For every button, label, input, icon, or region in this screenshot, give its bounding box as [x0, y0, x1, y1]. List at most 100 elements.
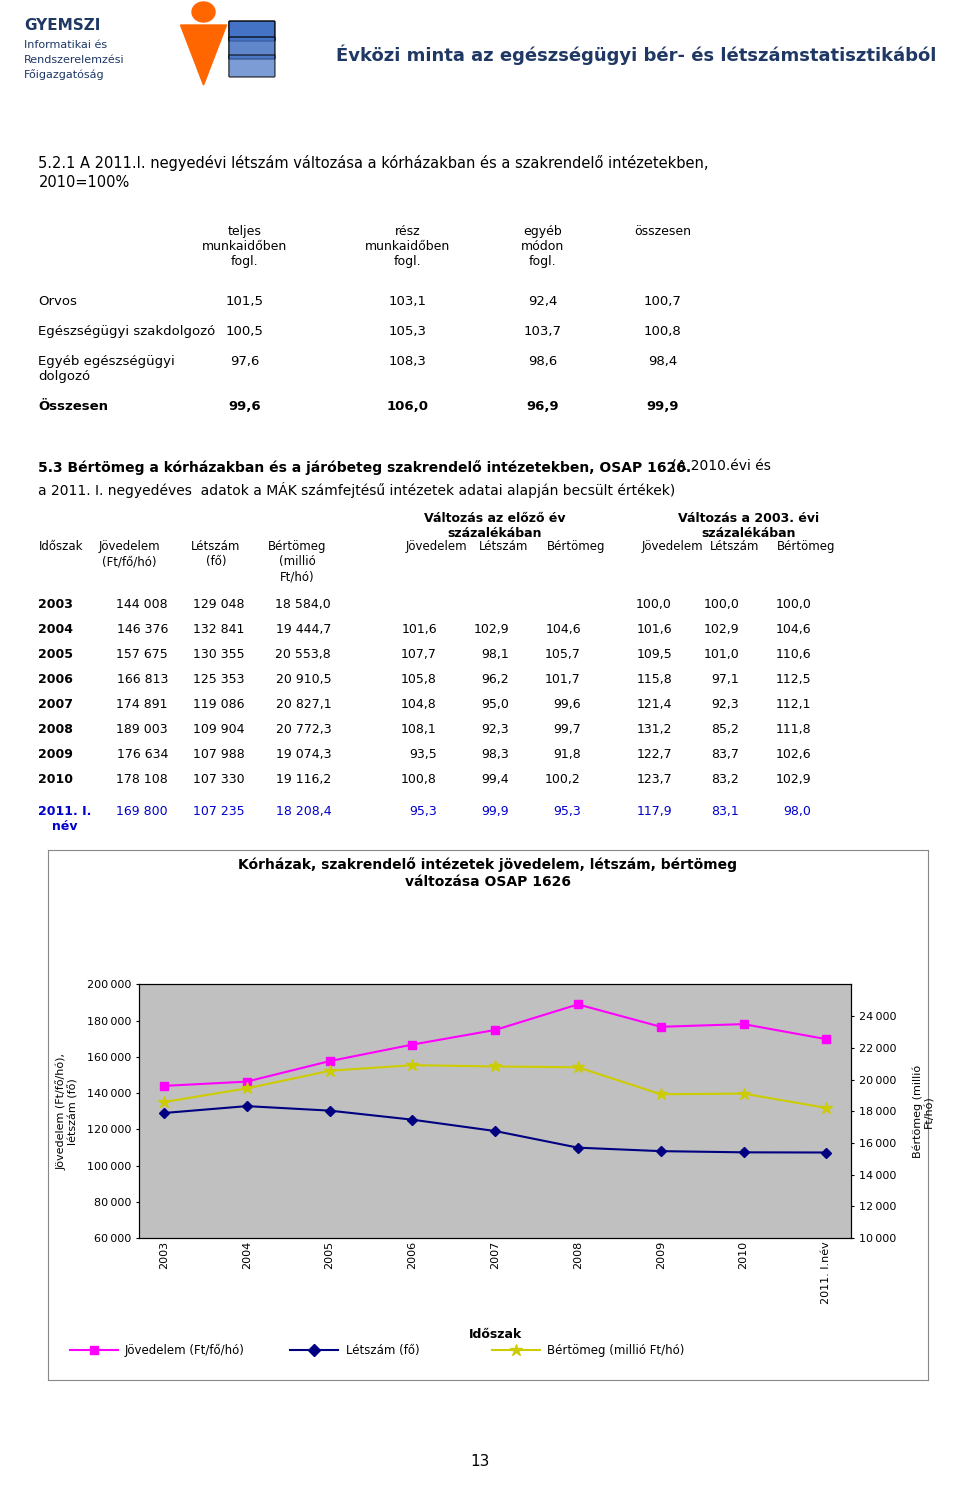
Text: 99,7: 99,7	[553, 723, 581, 737]
Text: 100,8: 100,8	[643, 326, 682, 338]
Text: 100,2: 100,2	[545, 772, 581, 786]
Text: 101,5: 101,5	[226, 294, 264, 308]
Text: Bértömeg (millió Ft/hó): Bértömeg (millió Ft/hó)	[547, 1343, 684, 1357]
Text: Kórházak, szakrendelő intézetek jövedelem, létszám, bértömeg
változása OSAP 1626: Kórházak, szakrendelő intézetek jövedele…	[238, 858, 737, 889]
Text: 178 108: 178 108	[116, 772, 168, 786]
Text: Jövedelem: Jövedelem	[406, 539, 468, 553]
Text: 100,0: 100,0	[704, 598, 739, 611]
Text: 96,9: 96,9	[526, 400, 559, 412]
Text: 96,2: 96,2	[481, 672, 509, 686]
Text: 146 376: 146 376	[116, 623, 168, 636]
Text: 97,1: 97,1	[711, 672, 739, 686]
Text: 102,9: 102,9	[776, 772, 811, 786]
Text: 2005: 2005	[38, 648, 73, 660]
Text: Informatikai és: Informatikai és	[24, 40, 108, 49]
Text: 129 048: 129 048	[193, 598, 245, 611]
Text: 19 074,3: 19 074,3	[276, 748, 331, 760]
Text: 18 584,0: 18 584,0	[276, 598, 331, 611]
Text: Bértömeg: Bértömeg	[547, 539, 605, 553]
Text: 2008: 2008	[38, 723, 73, 737]
Text: Összesen: Összesen	[38, 400, 108, 412]
Text: 169 800: 169 800	[116, 805, 168, 819]
Text: 108,3: 108,3	[389, 356, 427, 368]
Text: 107 988: 107 988	[193, 748, 245, 760]
Text: 98,1: 98,1	[481, 648, 509, 660]
Text: 95,3: 95,3	[553, 805, 581, 819]
FancyBboxPatch shape	[228, 37, 275, 58]
Text: 93,5: 93,5	[409, 748, 437, 760]
FancyBboxPatch shape	[228, 21, 275, 40]
Text: 121,4: 121,4	[636, 698, 672, 711]
Text: a 2011. I. negyedéves  adatok a MÁK számfejtésű intézetek adatai alapján becsült: a 2011. I. negyedéves adatok a MÁK számf…	[38, 483, 676, 498]
Text: 95,0: 95,0	[481, 698, 509, 711]
Text: Rendszerelemzési: Rendszerelemzési	[24, 55, 125, 66]
Text: 101,7: 101,7	[545, 672, 581, 686]
Text: Jövedelem (Ft/fő/hó): Jövedelem (Ft/fő/hó)	[125, 1343, 245, 1357]
Text: 112,5: 112,5	[776, 672, 811, 686]
Text: Időszak: Időszak	[468, 1328, 522, 1340]
Text: 92,3: 92,3	[711, 698, 739, 711]
Text: Jövedelem: Jövedelem	[641, 539, 703, 553]
Text: 107 330: 107 330	[193, 772, 245, 786]
Text: összesen: összesen	[634, 226, 691, 238]
Text: 98,0: 98,0	[783, 805, 811, 819]
Text: Egyéb egészségügyi
dolgozó: Egyéb egészségügyi dolgozó	[38, 356, 175, 382]
Circle shape	[192, 1, 215, 22]
Text: (A 2010.évi és: (A 2010.évi és	[667, 460, 771, 474]
Text: 105,3: 105,3	[389, 326, 427, 338]
Text: 102,9: 102,9	[473, 623, 509, 636]
Text: 130 355: 130 355	[193, 648, 245, 660]
Text: rész
munkaidőben
fogl.: rész munkaidőben fogl.	[366, 226, 450, 267]
Text: 13: 13	[470, 1454, 490, 1469]
Text: 107,7: 107,7	[401, 648, 437, 660]
Text: 83,7: 83,7	[711, 748, 739, 760]
Text: 119 086: 119 086	[193, 698, 245, 711]
Text: 98,3: 98,3	[481, 748, 509, 760]
FancyBboxPatch shape	[228, 55, 275, 78]
Text: Változás a 2003. évi
százalékában: Változás a 2003. évi százalékában	[678, 512, 820, 539]
Text: 99,9: 99,9	[646, 400, 679, 412]
Text: 103,7: 103,7	[523, 326, 562, 338]
Text: 20 827,1: 20 827,1	[276, 698, 331, 711]
Text: 19 444,7: 19 444,7	[276, 623, 331, 636]
Text: 106,0: 106,0	[387, 400, 429, 412]
Text: 83,2: 83,2	[711, 772, 739, 786]
Text: 103,1: 103,1	[389, 294, 427, 308]
Text: 104,6: 104,6	[776, 623, 811, 636]
Polygon shape	[180, 25, 227, 85]
Text: 122,7: 122,7	[636, 748, 672, 760]
Text: 110,6: 110,6	[776, 648, 811, 660]
Text: 20 553,8: 20 553,8	[276, 648, 331, 660]
Text: 20 910,5: 20 910,5	[276, 672, 331, 686]
Text: Létszám: Létszám	[479, 539, 529, 553]
Text: 92,4: 92,4	[528, 294, 557, 308]
Text: 104,8: 104,8	[401, 698, 437, 711]
Text: 2009: 2009	[38, 748, 73, 760]
Text: Létszám: Létszám	[709, 539, 759, 553]
Text: 85,2: 85,2	[711, 723, 739, 737]
Text: 100,0: 100,0	[776, 598, 811, 611]
Text: Jövedelem (Ft/fő/hó),
létszám (fő): Jövedelem (Ft/fő/hó), létszám (fő)	[56, 1053, 79, 1170]
Text: 166 813: 166 813	[116, 672, 168, 686]
Text: 176 634: 176 634	[116, 748, 168, 760]
Text: Jövedelem
(Ft/fő/hó): Jövedelem (Ft/fő/hó)	[99, 539, 160, 568]
Text: 109,5: 109,5	[636, 648, 672, 660]
Text: 102,6: 102,6	[776, 748, 811, 760]
Text: 189 003: 189 003	[116, 723, 168, 737]
Text: 99,9: 99,9	[481, 805, 509, 819]
Text: 100,7: 100,7	[643, 294, 682, 308]
Text: 2006: 2006	[38, 672, 73, 686]
Text: Létszám (fő): Létszám (fő)	[346, 1343, 420, 1357]
Text: 99,6: 99,6	[228, 400, 261, 412]
Text: 101,6: 101,6	[401, 623, 437, 636]
Text: 104,6: 104,6	[545, 623, 581, 636]
Text: 112,1: 112,1	[776, 698, 811, 711]
Text: 95,3: 95,3	[409, 805, 437, 819]
Text: 97,6: 97,6	[230, 356, 259, 368]
Text: 20 772,3: 20 772,3	[276, 723, 331, 737]
Text: egyéb
módon
fogl.: egyéb módon fogl.	[520, 226, 564, 267]
Text: 111,8: 111,8	[776, 723, 811, 737]
Text: teljes
munkaidőben
fogl.: teljes munkaidőben fogl.	[203, 226, 287, 267]
Text: Egészségügyi szakdolgozó: Egészségügyi szakdolgozó	[38, 326, 216, 338]
Text: 2004: 2004	[38, 623, 73, 636]
